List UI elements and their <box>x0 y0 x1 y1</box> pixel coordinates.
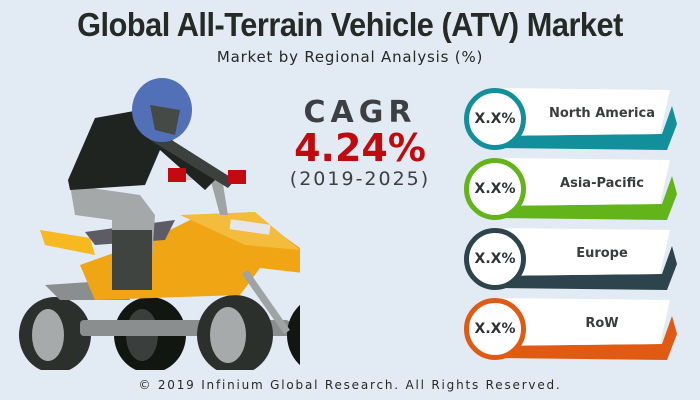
region-value-badge: X.X% <box>464 158 526 220</box>
region-asia-pacific: X.X% Asia-Pacific <box>462 156 692 226</box>
cagr-block: CAGR 4.24% (2019-2025) <box>275 96 445 192</box>
cagr-period: (2019-2025) <box>289 168 431 190</box>
region-north-america: X.X% North America <box>462 86 692 156</box>
region-value-badge: X.X% <box>464 298 526 360</box>
region-value-badge: X.X% <box>464 88 526 150</box>
region-row: X.X% RoW <box>462 296 692 366</box>
region-label: Asia-Pacific <box>560 176 644 191</box>
region-europe: X.X% Europe <box>462 226 692 296</box>
region-label: North America <box>549 106 655 121</box>
region-label: Europe <box>576 246 628 261</box>
cagr-label: CAGR <box>303 95 417 130</box>
page-subtitle: Market by Regional Analysis (%) <box>216 48 484 66</box>
region-label: RoW <box>585 316 619 331</box>
page-title: Global All-Terrain Vehicle (ATV) Market <box>77 6 623 43</box>
region-list: X.X% North America X.X% Asia-Pacific X.X… <box>462 86 692 366</box>
ribbon-shape-icon <box>492 158 677 220</box>
ribbon-shape-icon <box>492 298 677 360</box>
cagr-value: 4.24% <box>294 126 426 170</box>
copyright-footer: © 2019 Infinium Global Research. All Rig… <box>138 378 562 392</box>
ribbon-shape-icon <box>492 228 677 290</box>
region-value-badge: X.X% <box>464 228 526 290</box>
ribbon-shape-icon <box>492 88 677 150</box>
atv-rider-illustration-icon <box>19 78 300 370</box>
